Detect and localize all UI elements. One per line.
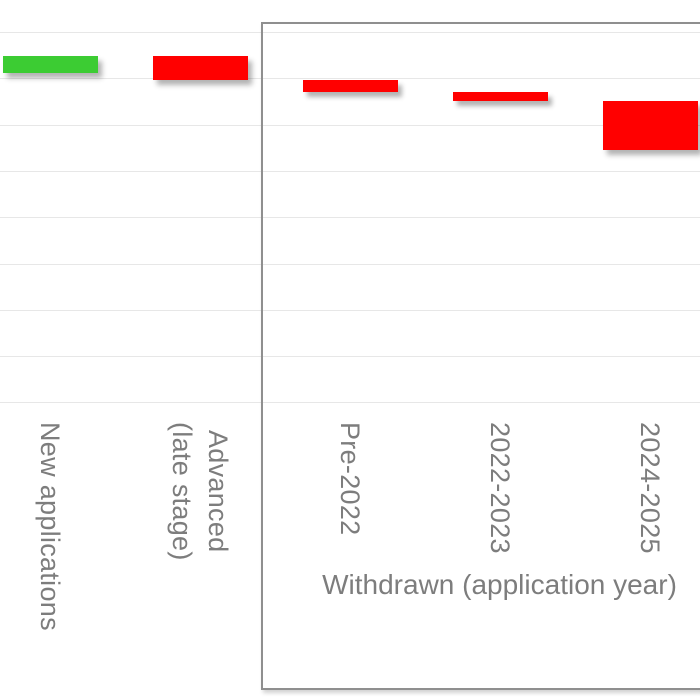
x-axis-label-new-applications: New applications bbox=[35, 422, 65, 631]
withdrawn-group-box bbox=[261, 22, 700, 690]
x-axis-label-2024-2025: 2024-2025 bbox=[635, 422, 665, 554]
gridline bbox=[0, 125, 700, 126]
gridline bbox=[0, 32, 700, 33]
gridline bbox=[0, 171, 700, 172]
bar-pre-2022[interactable] bbox=[302, 80, 398, 93]
x-axis-group-label: Withdrawn (application year) bbox=[322, 569, 677, 600]
x-axis-label-advanced-late-stage: Advanced (late stage) bbox=[167, 422, 233, 561]
gridline bbox=[0, 217, 700, 218]
x-axis-label-2022-2023: 2022-2023 bbox=[485, 422, 515, 554]
bar-new-applications[interactable] bbox=[2, 55, 98, 74]
bar-2022-2023[interactable] bbox=[452, 92, 548, 102]
bar-advanced-late-stage[interactable] bbox=[152, 55, 248, 81]
gridline bbox=[0, 310, 700, 311]
gridline bbox=[0, 264, 700, 265]
bar-2024-2025[interactable] bbox=[602, 101, 698, 151]
x-axis-label-pre-2022: Pre-2022 bbox=[335, 422, 365, 536]
gridline bbox=[0, 78, 700, 79]
gridline bbox=[0, 356, 700, 357]
x-axis-baseline bbox=[0, 402, 700, 403]
